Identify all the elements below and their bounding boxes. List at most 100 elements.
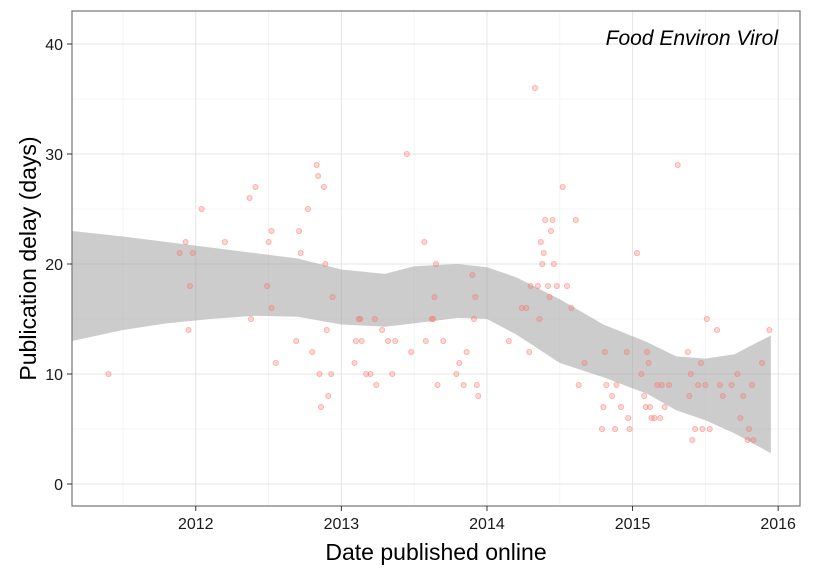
y-tick-label: 30 xyxy=(45,147,63,164)
data-point xyxy=(549,216,556,223)
data-point xyxy=(518,304,525,311)
data-point xyxy=(421,238,428,245)
data-point xyxy=(706,425,713,432)
data-point xyxy=(403,150,410,157)
data-point xyxy=(456,359,463,366)
data-point xyxy=(603,381,610,388)
y-axis-title: Publication delay (days) xyxy=(15,136,41,380)
data-point xyxy=(692,425,699,432)
data-point xyxy=(617,403,624,410)
data-point xyxy=(702,381,709,388)
data-point xyxy=(638,370,645,377)
data-point xyxy=(661,403,668,410)
data-point xyxy=(430,315,437,322)
data-point xyxy=(642,403,649,410)
y-tick-label: 20 xyxy=(45,257,63,274)
data-point xyxy=(328,370,335,377)
data-point xyxy=(572,216,579,223)
data-point xyxy=(313,161,320,168)
x-tick-label: 2016 xyxy=(760,516,796,533)
data-point xyxy=(463,348,470,355)
data-points xyxy=(105,85,773,443)
x-tick-label: 2014 xyxy=(469,516,505,533)
data-point xyxy=(545,282,552,289)
data-point xyxy=(553,282,560,289)
data-point xyxy=(268,304,275,311)
data-point xyxy=(609,392,616,399)
data-point xyxy=(358,337,365,344)
data-point xyxy=(641,392,648,399)
x-tick-label: 2012 xyxy=(178,516,214,533)
data-point xyxy=(252,183,259,190)
data-point xyxy=(293,337,300,344)
data-point xyxy=(647,403,654,410)
data-point xyxy=(714,326,721,333)
data-point xyxy=(315,172,322,179)
data-point xyxy=(473,381,480,388)
data-point xyxy=(540,249,547,256)
data-point xyxy=(539,260,546,267)
data-point xyxy=(221,238,228,245)
data-point xyxy=(537,238,544,245)
data-point xyxy=(367,370,374,377)
data-point xyxy=(272,359,279,366)
data-point xyxy=(265,238,272,245)
data-point xyxy=(534,282,541,289)
confidence-band xyxy=(72,231,771,454)
data-point xyxy=(325,392,332,399)
data-point xyxy=(355,315,362,322)
data-point xyxy=(644,348,651,355)
data-point xyxy=(759,359,766,366)
data-point xyxy=(189,249,196,256)
y-tick-label: 40 xyxy=(45,37,63,54)
data-point xyxy=(505,337,512,344)
data-point xyxy=(581,359,588,366)
chart-title: Food Environ Virol xyxy=(606,27,780,50)
data-point xyxy=(182,238,189,245)
data-point xyxy=(352,337,359,344)
data-point xyxy=(657,414,664,421)
data-point xyxy=(322,260,329,267)
data-point xyxy=(475,392,482,399)
data-point xyxy=(379,326,386,333)
data-point xyxy=(546,293,553,300)
data-point xyxy=(296,227,303,234)
data-point xyxy=(719,392,726,399)
data-point xyxy=(737,414,744,421)
data-point xyxy=(654,381,661,388)
data-point xyxy=(268,227,275,234)
data-point xyxy=(105,370,112,377)
data-point xyxy=(651,414,658,421)
data-point xyxy=(472,293,479,300)
data-point xyxy=(766,326,773,333)
data-point xyxy=(316,370,323,377)
data-point xyxy=(600,403,607,410)
data-point xyxy=(716,381,723,388)
x-tick-label: 2013 xyxy=(324,516,360,533)
data-point xyxy=(674,161,681,168)
data-point xyxy=(373,381,380,388)
data-point xyxy=(408,348,415,355)
data-point xyxy=(699,425,706,432)
data-point xyxy=(698,359,705,366)
data-point xyxy=(550,260,557,267)
data-point xyxy=(198,205,205,212)
data-point xyxy=(746,425,753,432)
data-point xyxy=(613,381,620,388)
data-point xyxy=(371,315,378,322)
data-point xyxy=(734,370,741,377)
data-point xyxy=(532,85,539,92)
data-point xyxy=(248,315,255,322)
x-tick-label: 2015 xyxy=(615,516,651,533)
data-point xyxy=(575,381,582,388)
data-point xyxy=(740,392,747,399)
data-point xyxy=(363,370,370,377)
data-point xyxy=(564,282,571,289)
data-point xyxy=(686,392,693,399)
data-point xyxy=(309,348,316,355)
data-point xyxy=(460,381,467,388)
data-point xyxy=(684,348,691,355)
data-point xyxy=(645,359,652,366)
data-point xyxy=(703,315,710,322)
